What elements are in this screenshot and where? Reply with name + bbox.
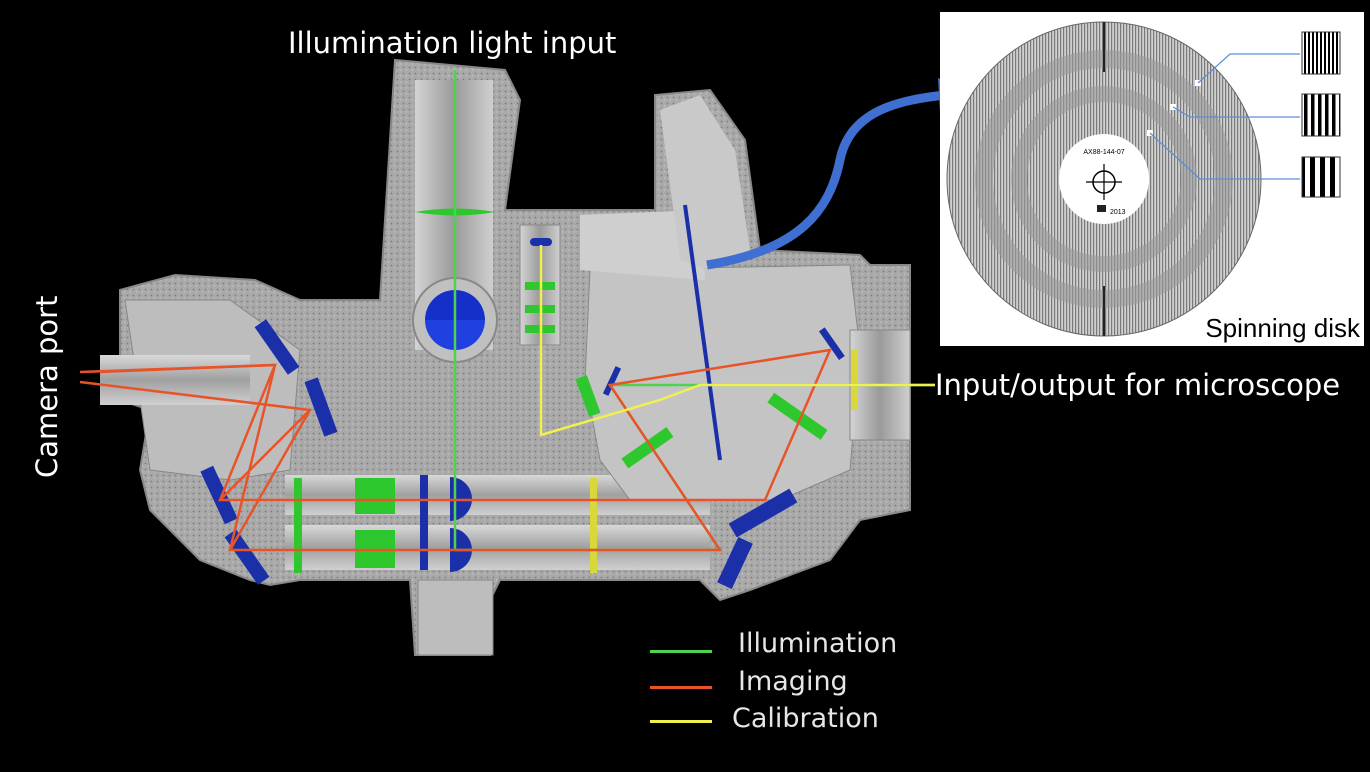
- calibration-filters: [590, 350, 858, 573]
- legend-label-imaging: Imaging: [738, 666, 848, 697]
- legend-swatch-imaging: [650, 686, 712, 689]
- microscope-io-label: Input/output for microscope: [935, 368, 1341, 402]
- spinning-disk-image: AX88-144-07 2013: [946, 21, 1341, 337]
- calibration-path: [539, 245, 935, 437]
- imaging-path: [79, 348, 833, 552]
- legend-label-illumination: Illumination: [738, 628, 898, 659]
- pointer-arrow: [706, 90, 946, 270]
- legend-label-calibration: Calibration: [732, 703, 879, 734]
- disk-year: 2013: [1110, 209, 1126, 216]
- legend-swatch-calibration: [650, 720, 712, 723]
- spinning-disk-caption: Spinning disk: [1205, 313, 1360, 343]
- legend-swatch-illumination: [650, 650, 712, 653]
- illumination-light-input-label: Illumination light input: [288, 26, 617, 60]
- disk-serial: AX88-144-07: [1083, 149, 1124, 156]
- spinning-disk-inset: AX88-144-07 2013 Spinning disk: [940, 12, 1364, 346]
